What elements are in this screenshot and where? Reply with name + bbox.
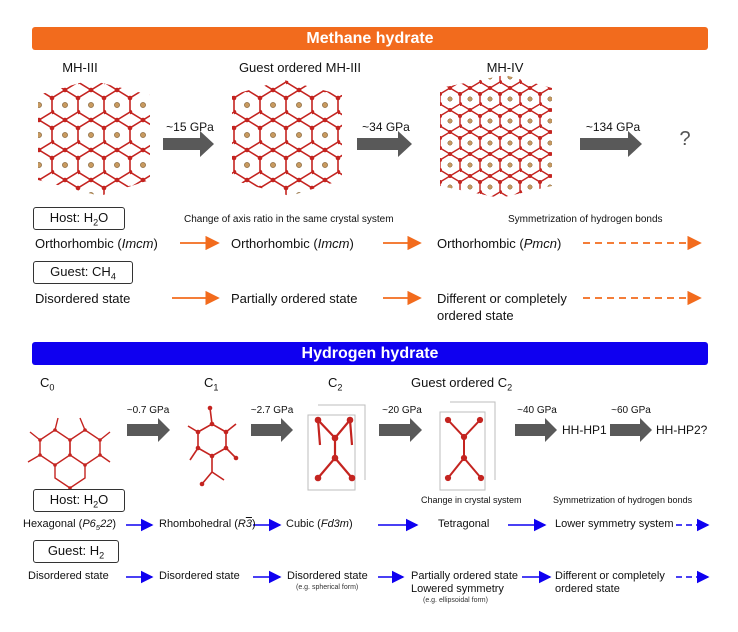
hh-hp1-label: HH-HP1 <box>562 423 607 437</box>
mh-axis-ratio-note: Change of axis ratio in the same crystal… <box>184 214 394 225</box>
hh-guest-state-4b: Lowered symmetry <box>411 583 504 595</box>
methane-hydrate-banner: Methane hydrate <box>32 27 708 50</box>
pressure-2-7gpa-label: ~2.7 GPa <box>250 405 294 416</box>
pressure-arrow-60gpa <box>610 418 652 442</box>
c1-structure <box>187 405 239 487</box>
pressure-134gpa-label: ~134 GPa <box>585 120 641 134</box>
pressure-15gpa-label: ~15 GPa <box>166 120 214 134</box>
hh-guest-state-4-note: (e.g. ellipsoidal form) <box>423 597 488 604</box>
phase-c0-label: C0 <box>40 375 55 393</box>
pressure-arrow-20gpa <box>379 418 422 442</box>
pressure-40gpa-label: ~40 GPa <box>517 405 557 416</box>
pressure-20gpa-label: ~20 GPa <box>382 405 422 416</box>
pressure-arrow-0-7gpa <box>127 418 170 442</box>
mh-guest-state-3b: ordered state <box>437 308 514 323</box>
mh-host-state-1: Orthorhombic (Imcm) <box>35 236 158 251</box>
pressure-34gpa-label: ~34 GPa <box>362 120 410 134</box>
mh-host-box: Host: H2O <box>33 207 125 230</box>
mh-guest-box: Guest: CH4 <box>33 261 133 284</box>
hh-guest-state-5a: Different or completely <box>555 570 665 582</box>
hh-host-state-hexagonal: Hexagonal (P6522) <box>23 518 116 533</box>
mh-host-state-3: Orthorhombic (Pmcn) <box>437 236 562 251</box>
hh-symmetrization-note: Symmetrization of hydrogen bonds <box>553 495 693 505</box>
hh-guest-state-1: Disordered state <box>28 570 109 582</box>
mh-guest-state-1: Disordered state <box>35 291 131 306</box>
hh-crystal-system-note: Change in crystal system <box>421 495 522 505</box>
hh-host-state-tetragonal: Tetragonal <box>438 518 490 530</box>
hh-guest-state-5b: ordered state <box>555 583 620 595</box>
hh-host-box: Host: H2O <box>33 489 125 512</box>
pressure-arrow-34gpa <box>357 131 412 157</box>
pressure-arrow-15gpa <box>163 131 214 157</box>
c0-structure <box>27 417 111 490</box>
hh-guest-state-3-note: (e.g. spherical form) <box>296 584 359 591</box>
phase-mh-iii-label: MH-III <box>62 60 98 75</box>
hh-guest-state-2: Disordered state <box>159 570 240 582</box>
hh-host-state-lower-symmetry: Lower symmetry system <box>555 518 674 530</box>
mh-guest-state-3a: Different or completely <box>437 291 567 306</box>
pressure-arrow-2-7gpa <box>251 418 293 442</box>
phase-c2-label: C2 <box>328 375 343 393</box>
hh-guest-state-3: Disordered state <box>287 570 368 582</box>
pressure-0-7gpa-label: ~0.7 GPa <box>126 405 170 416</box>
hh-host-state-rhombohedral: Rhombohedral (R3) <box>159 518 256 530</box>
c2-structure <box>307 404 366 491</box>
phase-c1-label: C1 <box>204 375 219 393</box>
phase-guest-ordered-mh-iii-label: Guest ordered MH-III <box>238 60 362 75</box>
hh-host-state-cubic: Cubic (Fd3m) <box>286 518 353 530</box>
phase-guest-ordered-c2-label: Guest ordered C2 <box>411 375 513 393</box>
hh-guest-box: Guest: H2 <box>33 540 119 563</box>
guest-ordered-c2-structure <box>439 401 496 491</box>
hh-hp2-label: HH-HP2? <box>656 423 708 437</box>
pressure-arrow-40gpa <box>515 418 557 442</box>
mh-iii-structure <box>38 80 150 196</box>
hh-guest-state-4a: Partially ordered state <box>411 570 518 582</box>
pressure-60gpa-label: ~60 GPa <box>611 405 651 416</box>
guest-ordered-mh-iii-structure <box>232 80 342 196</box>
phase-mh-iv-label: MH-IV <box>486 60 524 75</box>
hydrogen-hydrate-banner: Hydrogen hydrate <box>32 342 708 365</box>
mh-symmetrization-note: Symmetrization of hydrogen bonds <box>508 214 663 225</box>
mh-guest-state-2: Partially ordered state <box>231 291 358 306</box>
mh-iv-structure <box>440 75 552 198</box>
unknown-phase-mark: ? <box>679 128 691 150</box>
pressure-arrow-134gpa <box>580 131 642 157</box>
mh-host-state-2: Orthorhombic (Imcm) <box>231 236 354 251</box>
